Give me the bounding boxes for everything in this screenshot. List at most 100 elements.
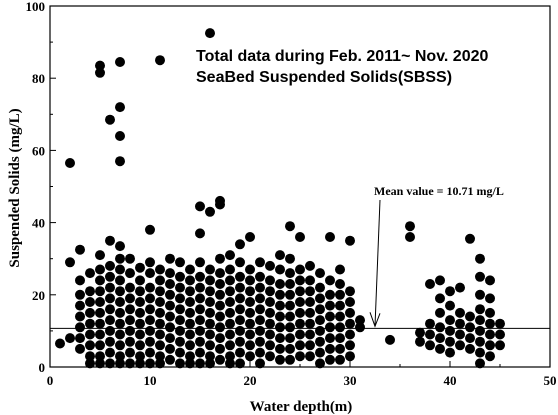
- data-point: [245, 329, 255, 340]
- data-point: [195, 293, 205, 304]
- data-point: [235, 239, 245, 250]
- data-point: [275, 264, 285, 275]
- data-point: [135, 351, 145, 362]
- data-point: [215, 253, 225, 264]
- data-point: [75, 275, 85, 286]
- data-point: [185, 264, 195, 275]
- data-point: [165, 253, 175, 264]
- data-point: [225, 275, 235, 286]
- data-point: [105, 271, 115, 282]
- data-point: [115, 156, 125, 167]
- data-point: [335, 333, 345, 344]
- data-point: [255, 315, 265, 326]
- data-point: [145, 304, 155, 315]
- data-point: [195, 347, 205, 358]
- data-point: [345, 329, 355, 340]
- data-point: [165, 354, 175, 365]
- data-point: [225, 351, 235, 362]
- y-tick-label: 40: [32, 216, 45, 231]
- data-point: [475, 358, 485, 369]
- data-point: [235, 257, 245, 268]
- data-point: [255, 358, 265, 369]
- data-point: [165, 300, 175, 311]
- data-point: [245, 286, 255, 297]
- data-point: [275, 289, 285, 300]
- data-point: [125, 315, 135, 326]
- data-point: [245, 297, 255, 307]
- data-point: [265, 297, 275, 307]
- data-point: [225, 340, 235, 351]
- data-point: [455, 329, 465, 340]
- data-point: [95, 286, 105, 297]
- data-point: [125, 253, 135, 264]
- data-point: [435, 293, 445, 304]
- data-point: [145, 325, 155, 336]
- data-point: [345, 351, 355, 362]
- data-point: [335, 354, 345, 365]
- data-point: [205, 307, 215, 318]
- data-point: [255, 304, 265, 315]
- data-point: [325, 289, 335, 300]
- data-point: [115, 340, 125, 351]
- data-point: [235, 325, 245, 336]
- arrow-head: [369, 312, 381, 328]
- data-point: [155, 358, 165, 369]
- data-point: [445, 336, 455, 347]
- data-point: [205, 318, 215, 329]
- data-point: [125, 358, 135, 369]
- data-point: [465, 333, 475, 344]
- data-point: [205, 358, 215, 369]
- data-point: [315, 293, 325, 304]
- data-point: [275, 322, 285, 333]
- data-point: [285, 333, 295, 344]
- mean-annotation-arrow: [369, 199, 381, 328]
- data-point: [325, 343, 335, 354]
- data-point: [205, 297, 215, 307]
- data-point: [135, 329, 145, 340]
- data-point: [345, 307, 355, 318]
- data-point: [305, 307, 315, 318]
- data-point: [485, 340, 495, 351]
- data-point: [155, 351, 165, 362]
- data-point: [235, 304, 245, 315]
- data-point: [275, 250, 285, 261]
- data-point: [295, 286, 305, 297]
- data-point: [145, 315, 155, 326]
- data-point: [115, 57, 125, 67]
- data-point: [305, 340, 315, 351]
- chart-title-line-1: Total data during Feb. 2011~ Nov. 2020: [196, 48, 488, 65]
- data-point: [135, 275, 145, 286]
- data-point: [435, 333, 445, 344]
- data-point: [165, 311, 175, 322]
- data-point: [325, 333, 335, 344]
- data-point: [325, 300, 335, 311]
- data-point: [315, 268, 325, 279]
- data-point: [225, 264, 235, 275]
- data-point: [65, 158, 75, 168]
- data-point: [325, 232, 335, 242]
- data-point: [285, 221, 295, 232]
- data-point: [445, 300, 455, 311]
- data-point: [325, 275, 335, 286]
- data-point: [195, 336, 205, 347]
- data-point: [465, 311, 475, 322]
- data-point: [345, 297, 355, 307]
- data-point: [235, 358, 245, 369]
- data-point: [225, 286, 235, 297]
- data-point: [155, 286, 165, 297]
- data-point: [265, 329, 275, 340]
- data-point: [235, 282, 245, 293]
- data-point: [175, 271, 185, 282]
- data-point: [135, 307, 145, 318]
- data-point: [155, 297, 165, 307]
- data-point: [315, 315, 325, 326]
- y-tick-label: 20: [32, 288, 45, 303]
- data-point: [155, 307, 165, 318]
- data-point: [245, 307, 255, 318]
- y-tick-label: 0: [39, 360, 46, 375]
- data-point: [215, 199, 225, 210]
- data-point: [115, 297, 125, 307]
- data-point: [235, 336, 245, 347]
- data-point: [415, 336, 425, 347]
- data-point: [185, 286, 195, 297]
